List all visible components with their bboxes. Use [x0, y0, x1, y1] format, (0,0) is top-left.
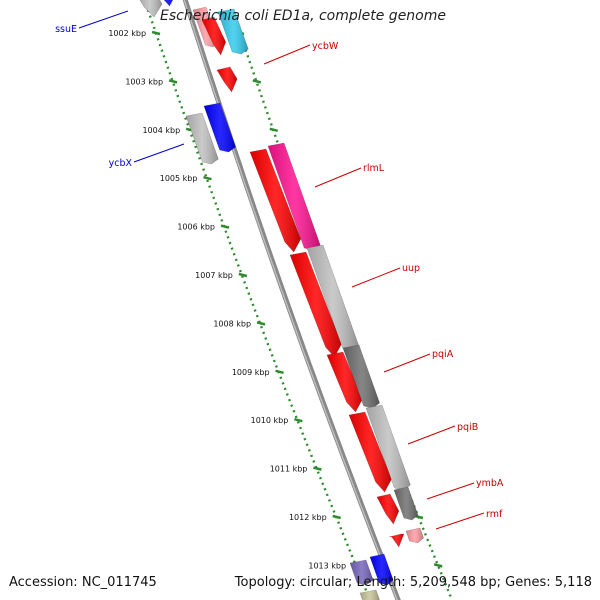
gene-rmf-pink-shade — [406, 528, 424, 543]
tick-mark — [238, 272, 248, 278]
topology-value: circular; — [299, 575, 353, 590]
gene-pqiA-dark-shade — [343, 345, 380, 408]
gene-cyan-top-shade — [218, 9, 249, 54]
label-leader-lines — [78, 10, 485, 530]
genes-value: 5,118 — [554, 575, 592, 590]
tick-label: 1002 kbp — [108, 29, 146, 38]
leader-rlmL — [314, 167, 362, 188]
leader-uup — [351, 267, 401, 288]
leader-rmf — [435, 512, 485, 530]
tick-mark — [252, 79, 262, 84]
tick-label: 1008 kbp — [213, 319, 251, 328]
tick-label: 1006 kbp — [177, 223, 215, 232]
tick-label: 1004 kbp — [142, 126, 180, 135]
gene-ycbW-small-shade — [217, 67, 238, 92]
backbone-highlight — [183, 0, 398, 600]
tick-mark — [294, 417, 303, 423]
topology-label: Topology: — [234, 575, 296, 590]
tick-mark — [256, 321, 266, 326]
gene-features — [139, 0, 424, 600]
gene-label-rlmL[interactable]: rlmL — [363, 163, 385, 174]
tick-label: 1012 kbp — [289, 513, 327, 522]
gene-ssuE-block-shade — [139, 0, 163, 17]
tick-mark — [275, 369, 284, 375]
map-title: Escherichia coli ED1a, complete genome — [160, 8, 446, 24]
gene-uup-gray-shade — [307, 245, 359, 350]
gene-red-top-shade — [202, 17, 226, 55]
gene-ymbA-dark-shade — [394, 487, 418, 520]
accession-value: NC_011745 — [81, 575, 157, 590]
gene-pqiA-red-shade — [327, 352, 363, 412]
gene-label-ycbX[interactable]: ycbX — [109, 158, 133, 169]
tick-mark — [220, 224, 230, 229]
gene-rlmL-magenta-shade — [268, 143, 321, 250]
leader-ycbX — [133, 143, 185, 163]
tick-mark — [332, 514, 341, 520]
gene-uup-red-shade — [290, 252, 342, 357]
leader-ssuE — [78, 10, 129, 29]
tick-label: 1013 kbp — [308, 561, 346, 570]
gene-bottom-tan-shade — [360, 590, 380, 600]
gene-ymbA-red-shade — [377, 494, 399, 524]
leader-ycbW — [263, 44, 311, 65]
gene-label-ycbW[interactable]: ycbW — [312, 41, 339, 52]
gene-label-uup[interactable]: uup — [402, 263, 420, 274]
accession-info: Accession: NC_011745 — [9, 575, 157, 590]
tick-mark — [313, 466, 322, 471]
tick-label: 1009 kbp — [232, 368, 270, 377]
gene-ycbX-blue-shade — [204, 103, 236, 152]
gene-label-rmf[interactable]: rmf — [486, 509, 503, 520]
tick-label: 1005 kbp — [160, 174, 198, 183]
accession-label: Accession: — [9, 575, 78, 590]
tick-mark — [269, 127, 279, 133]
length-label: Length: — [356, 575, 406, 590]
gene-label-pqiA[interactable]: pqiA — [432, 349, 454, 360]
gene-label-pqiB[interactable]: pqiB — [457, 422, 478, 433]
tick-labels: 1002 kbp 1003 kbp 1004 kbp 1005 kbp 1006 kbp… — [108, 29, 346, 570]
gene-rmf-red-shade — [389, 534, 404, 547]
genes-label: Genes: — [505, 575, 551, 590]
tick-label: 1003 kbp — [125, 77, 163, 86]
tick-label: 1011 kbp — [270, 465, 308, 474]
tick-mark — [203, 175, 212, 181]
gene-pqiB-red-shade — [349, 412, 392, 492]
gene-pqiB-gray-shade — [366, 405, 411, 490]
tick-mark — [168, 79, 178, 84]
gene-label-ymbA[interactable]: ymbA — [476, 478, 504, 489]
gene-ycbX-gray-shade — [186, 113, 219, 164]
gene-blue-top-shade — [164, 0, 173, 6]
tick-mark — [433, 563, 443, 568]
gene-bottom-purple-shade — [350, 560, 374, 585]
gene-rlmL-red-shade — [250, 149, 301, 252]
tick-mark — [151, 30, 161, 36]
genome-backbone — [182, 0, 401, 600]
tick-label: 1010 kbp — [251, 416, 289, 425]
gene-bottom-blue-shade — [370, 554, 394, 585]
tick-label: 1007 kbp — [195, 271, 233, 280]
gene-labels: ssuE ycbW ycbX rlmL uup pqiA pqiB ymbA rmf — [55, 24, 504, 520]
genome-summary: Topology: circular; Length: 5,209,548 bp… — [235, 575, 592, 590]
gene-label-ssuE[interactable]: ssuE — [55, 24, 77, 35]
leader-pqiB — [407, 425, 456, 445]
length-value: 5,209,548 bp; — [409, 575, 502, 590]
leader-ymbA — [426, 482, 475, 500]
leader-pqiA — [383, 353, 431, 373]
